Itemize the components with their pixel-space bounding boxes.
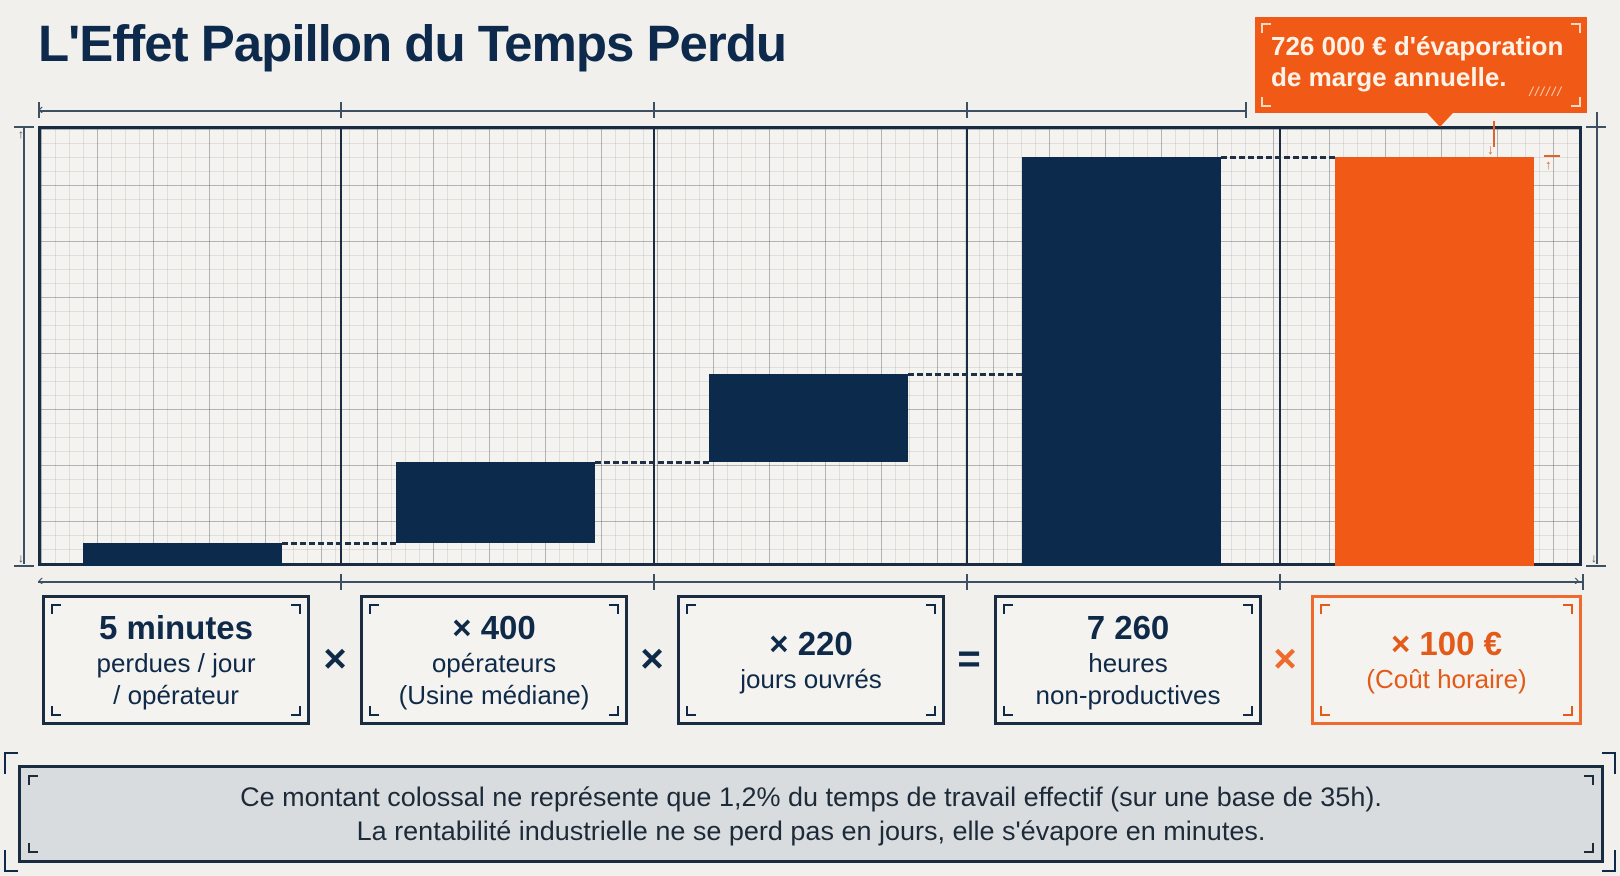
- callout-pointer-line: [1493, 121, 1495, 147]
- connector-dash: [908, 373, 1022, 376]
- footnote-line-2: La rentabilité industrielle ne se perd p…: [356, 816, 1266, 846]
- formula-value: 5 minutes: [98, 609, 254, 646]
- formula-box-days: × 220 jours ouvrés: [677, 595, 945, 725]
- column-divider: [653, 129, 655, 563]
- formula-label: / opérateur: [113, 680, 239, 710]
- bar-7260-hours: [1022, 157, 1221, 566]
- formula-value: × 220: [769, 625, 853, 662]
- formula-label: opérateurs: [431, 648, 557, 678]
- formula-box-hourly-cost: × 100 € (Coût horaire): [1311, 595, 1582, 725]
- bracket-decoration: [1602, 850, 1616, 872]
- formula-box-hours: 7 260 heures non-productives: [994, 595, 1262, 725]
- formula-label: perdues / jour: [96, 648, 256, 678]
- connector-dash: [1221, 156, 1335, 159]
- formula-label: jours ouvrés: [740, 664, 882, 694]
- page-title: L'Effet Papillon du Temps Perdu: [38, 15, 787, 72]
- arrow-up-icon: ↑: [1545, 157, 1552, 172]
- equals-operator: =: [957, 637, 981, 681]
- dimension-tick: [1544, 155, 1560, 157]
- formula-value: × 400: [452, 609, 536, 646]
- formula-box-operators: × 400 opérateurs (Usine médiane): [360, 595, 628, 725]
- bar-400-operators: [396, 462, 595, 543]
- arrow-down-icon: ↓: [1591, 551, 1597, 565]
- formula-label: non-productives: [1035, 680, 1221, 710]
- arrow-up-icon: ↑: [18, 127, 24, 141]
- bar-220-days: [709, 374, 908, 462]
- chart-plot-area: ↓ ↑: [38, 121, 1582, 566]
- column-divider: [966, 129, 968, 563]
- formula-label: (Usine médiane): [398, 680, 590, 710]
- multiply-operator: ×: [1273, 637, 1297, 681]
- footnote-box: Ce montant colossal ne représente que 1,…: [18, 765, 1604, 863]
- hatch-decoration: //////: [1529, 84, 1563, 99]
- formula-label: heures: [1088, 648, 1168, 678]
- column-divider: [1279, 129, 1281, 563]
- arrow-left-icon: ‹: [38, 101, 44, 118]
- connector-dash: [595, 461, 709, 464]
- multiply-operator: ×: [323, 637, 347, 681]
- connector-dash: [282, 542, 396, 545]
- arrow-down-icon: ↓: [1487, 141, 1494, 157]
- bracket-decoration: [1602, 752, 1616, 774]
- column-divider: [340, 129, 342, 563]
- arrow-left-icon: ‹: [38, 572, 44, 589]
- bracket-decoration: [4, 850, 18, 872]
- bar-result-cost: [1335, 157, 1534, 566]
- formula-value: 7 260: [1086, 609, 1170, 646]
- bracket-decoration: [4, 752, 18, 774]
- multiply-operator: ×: [640, 637, 664, 681]
- arrow-down-icon: ↓: [18, 551, 24, 565]
- formula-value: × 100 €: [1390, 625, 1503, 662]
- callout-line-1: 726 000 € d'évaporation: [1271, 31, 1564, 61]
- result-callout: 726 000 € d'évaporation de marge annuell…: [1255, 17, 1587, 127]
- callout-line-2: de marge annuelle.: [1271, 62, 1507, 92]
- footnote-line-1: Ce montant colossal ne représente que 1,…: [240, 782, 1382, 812]
- bar-5-minutes: [83, 543, 282, 566]
- arrow-right-icon: ›: [1574, 572, 1580, 589]
- formula-label: (Coût horaire): [1366, 664, 1527, 694]
- formula-box-minutes: 5 minutes perdues / jour / opérateur: [42, 595, 310, 725]
